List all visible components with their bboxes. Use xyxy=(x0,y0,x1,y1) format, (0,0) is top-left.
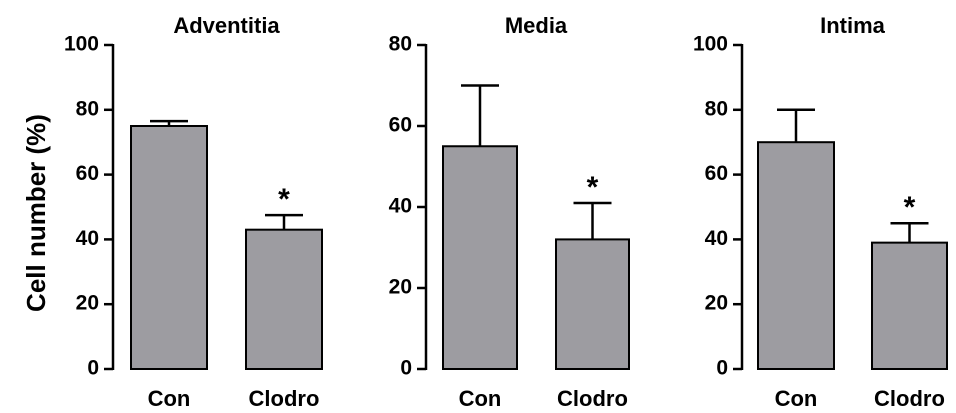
y-tick-label: 60 xyxy=(76,162,99,185)
bar-clodro xyxy=(245,228,323,370)
y-tick-label: 60 xyxy=(705,162,728,185)
category-label: Clodro xyxy=(557,386,628,411)
y-tick-label: 80 xyxy=(705,97,728,120)
y-tick-label: 40 xyxy=(705,227,728,250)
chart-title: Intima xyxy=(820,13,886,38)
category-label: Con xyxy=(148,386,191,411)
y-tick-label: 80 xyxy=(389,33,412,56)
chart-title: Adventitia xyxy=(173,13,280,38)
y-tick-label: 100 xyxy=(64,33,99,56)
y-tick-label: 60 xyxy=(389,114,412,137)
y-tick-label: 20 xyxy=(76,292,99,315)
significance-marker: * xyxy=(904,191,916,224)
category-label: Con xyxy=(775,386,818,411)
y-tick-label: 0 xyxy=(400,357,412,380)
category-label: Con xyxy=(459,386,502,411)
y-tick-label: 80 xyxy=(76,97,99,120)
category-label: Clodro xyxy=(249,386,320,411)
bar-con xyxy=(442,145,518,370)
bar-con xyxy=(130,125,208,370)
chart-panel-3: Intima 0 20 40 60 80 100 Con Clodro * xyxy=(693,13,948,411)
y-axis-label: Cell number (%) xyxy=(21,114,51,312)
y-tick-label: 0 xyxy=(87,357,99,380)
y-tick-label: 40 xyxy=(76,227,99,250)
y-tick-label: 0 xyxy=(716,357,728,380)
chart-title: Media xyxy=(505,13,568,38)
chart-panel-2: Media 0 20 40 60 80 Con Clodro * xyxy=(389,13,630,411)
bar-con xyxy=(757,141,835,370)
chart-panels: Adventitia 0 20 40 60 80 100 Con Clodro * Media 0 20… xyxy=(64,13,948,411)
y-tick-label: 20 xyxy=(389,276,412,299)
bar-clodro xyxy=(555,238,630,370)
bar-clodro xyxy=(871,241,948,370)
significance-marker: * xyxy=(587,171,599,204)
y-tick-label: 20 xyxy=(705,292,728,315)
y-tick-label: 40 xyxy=(389,195,412,218)
category-label: Clodro xyxy=(874,386,945,411)
significance-marker: * xyxy=(278,183,290,216)
chart-panel-1: Adventitia 0 20 40 60 80 100 Con Clodro * xyxy=(64,13,323,411)
y-tick-label: 100 xyxy=(693,33,728,56)
